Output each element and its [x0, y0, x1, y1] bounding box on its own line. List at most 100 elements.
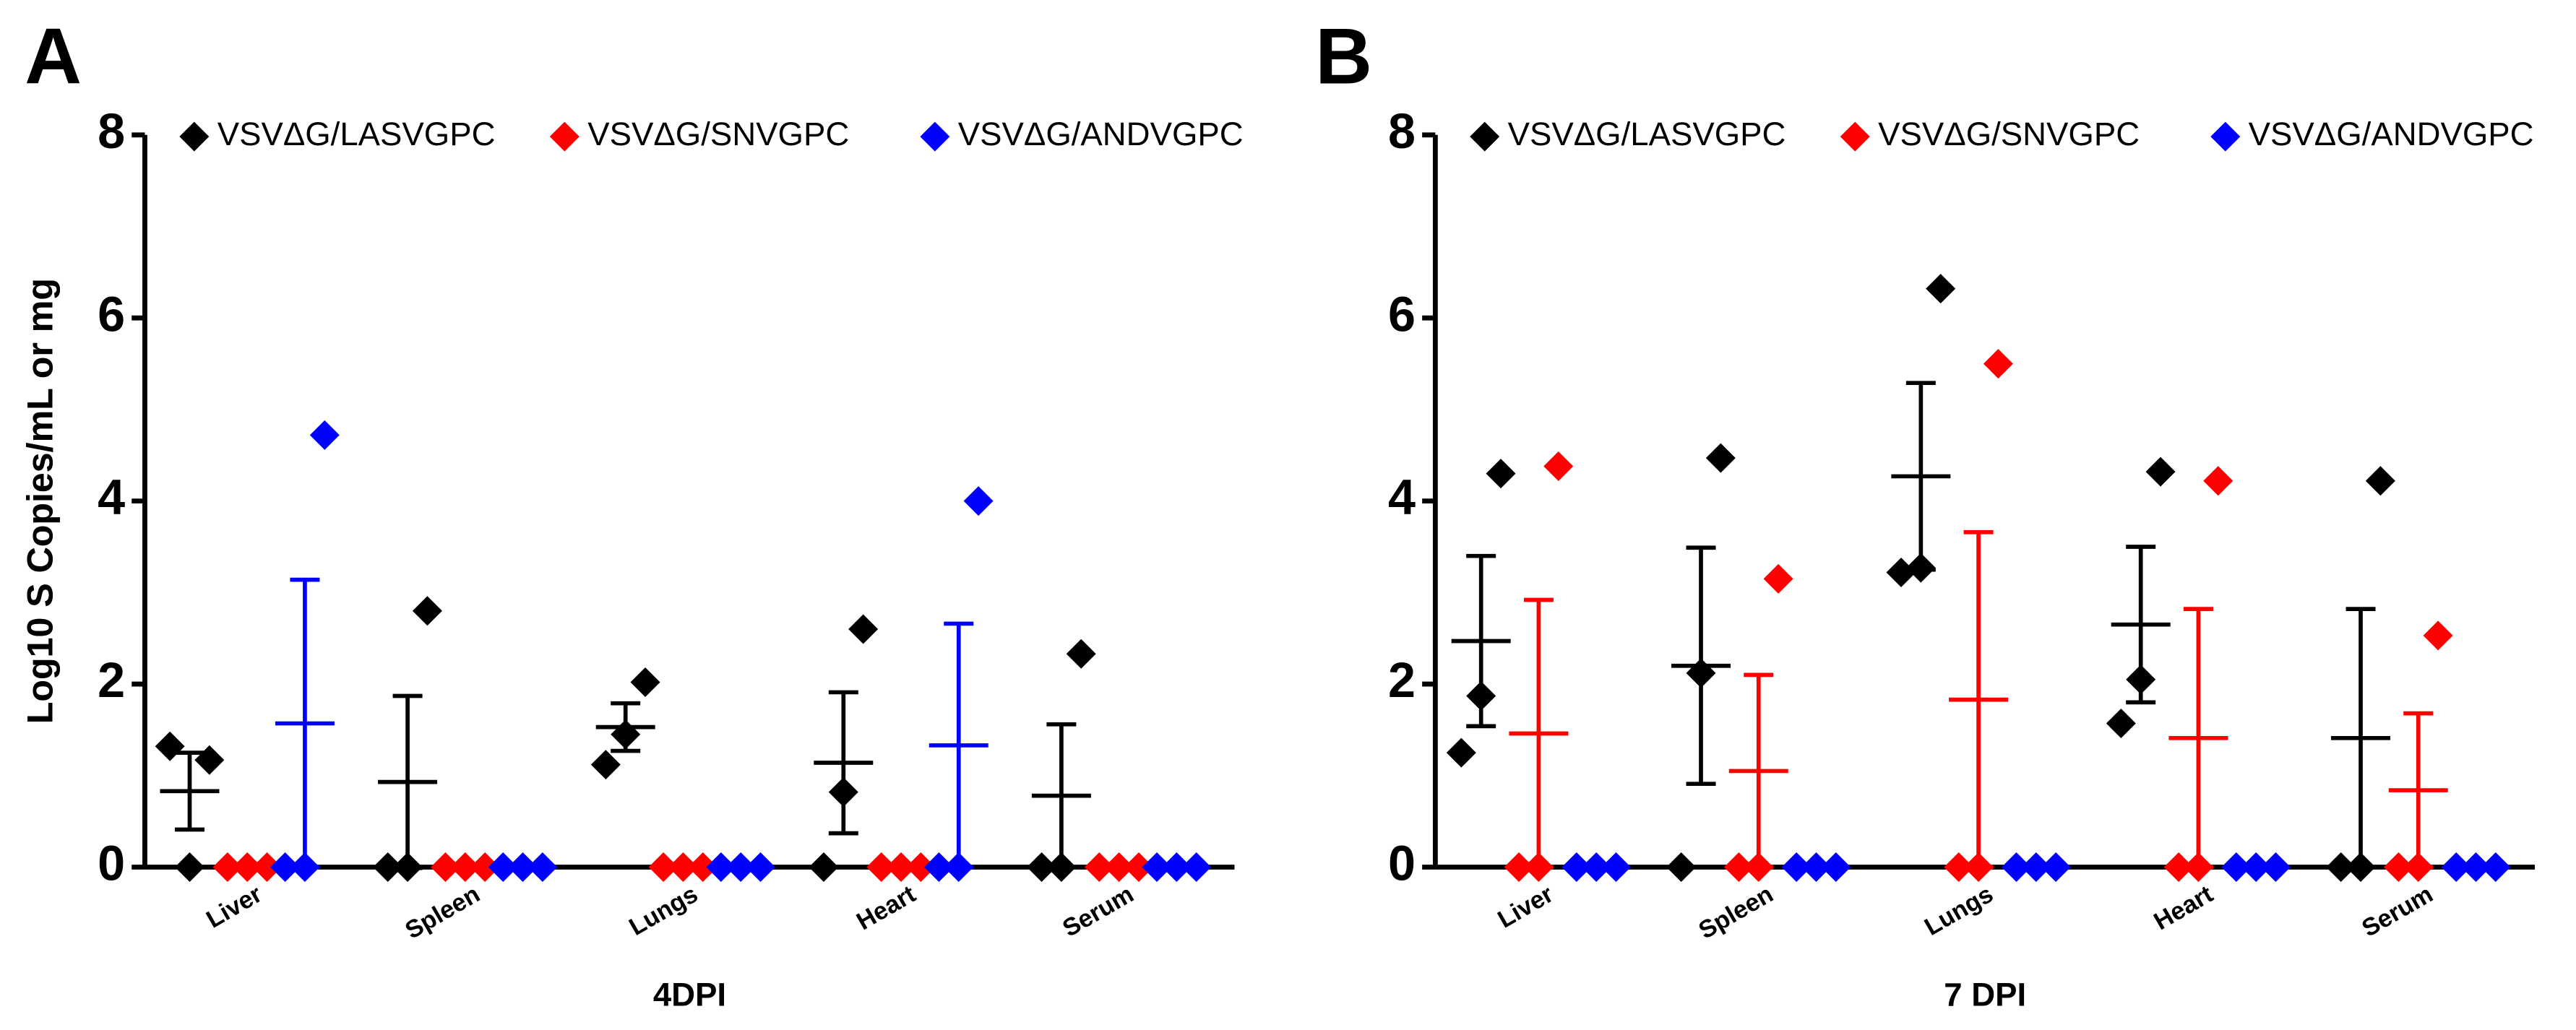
data-point	[2221, 852, 2252, 882]
data-point	[1523, 852, 1554, 882]
data-point	[2260, 852, 2291, 882]
data-point	[1601, 852, 1631, 882]
y-axis-title: Log10 S Copies/mL or mg	[20, 278, 60, 724]
data-point	[212, 852, 243, 882]
data-point	[688, 852, 718, 882]
y-tick-label: 4	[1388, 470, 1416, 525]
y-tick-label: 8	[1388, 104, 1416, 159]
data-point	[1142, 852, 1172, 882]
data-point	[668, 852, 698, 882]
data-point	[2345, 852, 2376, 882]
data-point	[2126, 665, 2156, 695]
panel-label: A	[25, 12, 82, 100]
data-point	[1744, 852, 1774, 882]
panel: A Log10 S Copies/mL or mg 4DPI 0 2 4 6 8 VSVΔG/L…	[20, 12, 1243, 1013]
data-point	[1027, 852, 1057, 882]
legend-label: VSVΔG/SNVGPC	[587, 116, 849, 152]
data-point	[2481, 852, 2511, 882]
data-point	[1446, 737, 1476, 768]
data-point	[1926, 274, 1956, 304]
x-tick-label: Liver	[202, 880, 267, 934]
data-point	[373, 852, 403, 882]
data-point	[155, 731, 185, 761]
data-point	[2203, 466, 2233, 496]
data-point	[1161, 852, 1192, 882]
legend-marker	[1470, 121, 1500, 152]
data-point	[412, 596, 442, 626]
y-tick-label: 2	[98, 653, 125, 708]
data-point	[1666, 852, 1697, 882]
data-point	[963, 486, 994, 516]
data-point	[2041, 852, 2071, 882]
y-tick-label: 6	[1388, 287, 1416, 342]
data-point	[174, 852, 204, 882]
data-point	[944, 852, 974, 882]
data-point	[630, 667, 660, 698]
data-point	[527, 852, 558, 882]
panel-label: B	[1315, 12, 1372, 100]
data-point	[2326, 852, 2356, 882]
data-point	[1963, 852, 1994, 882]
data-point	[430, 852, 460, 882]
data-point	[2423, 620, 2453, 651]
x-axis-title: 4DPI	[653, 976, 726, 1013]
data-point	[2106, 709, 2136, 739]
data-point	[1504, 852, 1534, 882]
data-point	[706, 852, 736, 882]
data-point	[611, 719, 641, 750]
data-point	[745, 852, 775, 882]
data-point	[1543, 451, 1574, 481]
legend-marker	[549, 121, 580, 152]
data-point	[1581, 852, 1611, 882]
data-point	[1723, 852, 1754, 882]
legend-label: VSVΔG/LASVGPC	[1508, 116, 1786, 152]
legend-label: VSVΔG/ANDVGPC	[958, 116, 1244, 152]
data-point	[923, 852, 954, 882]
data-point	[470, 852, 500, 882]
data-point	[232, 852, 262, 882]
y-tick-label: 8	[98, 104, 125, 159]
legend-label: VSVΔG/SNVGPC	[1878, 116, 2140, 152]
data-point	[1686, 658, 1716, 688]
data-point	[2460, 852, 2491, 882]
x-tick-label: Heart	[852, 880, 921, 936]
data-point	[1124, 852, 1154, 882]
legend-marker	[1840, 121, 1870, 152]
data-point	[1905, 553, 1936, 583]
x-tick-label: Lungs	[624, 880, 702, 941]
data-point	[309, 420, 340, 450]
x-tick-label: Heart	[2150, 880, 2218, 936]
data-point	[1046, 852, 1077, 882]
x-tick-label: Liver	[1493, 880, 1558, 934]
data-point	[1705, 443, 1736, 473]
y-tick-label: 0	[1388, 836, 1416, 891]
data-point	[809, 852, 839, 882]
data-point	[2001, 852, 2031, 882]
data-point	[648, 852, 679, 882]
data-point	[590, 750, 621, 780]
data-point	[1066, 639, 1096, 669]
legend-label: VSVΔG/ANDVGPC	[2249, 116, 2534, 152]
legend-label: VSVΔG/LASVGPC	[217, 116, 496, 152]
data-point	[848, 614, 879, 644]
data-point	[1763, 563, 1793, 594]
y-axis-title: Log10 S Copies/mL or mg	[20, 278, 60, 724]
data-point	[508, 852, 538, 882]
data-point	[194, 745, 225, 775]
data-point	[450, 852, 481, 882]
data-point	[488, 852, 518, 882]
x-tick-label: Lungs	[1920, 880, 1998, 941]
legend-marker	[920, 121, 950, 152]
y-tick-label: 2	[1388, 653, 1416, 708]
data-point	[2183, 852, 2213, 882]
legend-marker	[179, 121, 210, 152]
data-point	[2241, 852, 2271, 882]
x-tick-label: Serum	[2357, 880, 2437, 943]
x-tick-label: Spleen	[1694, 880, 1778, 945]
data-point	[1821, 852, 1851, 882]
data-point	[2021, 852, 2051, 882]
data-point	[290, 852, 320, 882]
legend-marker	[2210, 121, 2241, 152]
data-point	[392, 852, 423, 882]
